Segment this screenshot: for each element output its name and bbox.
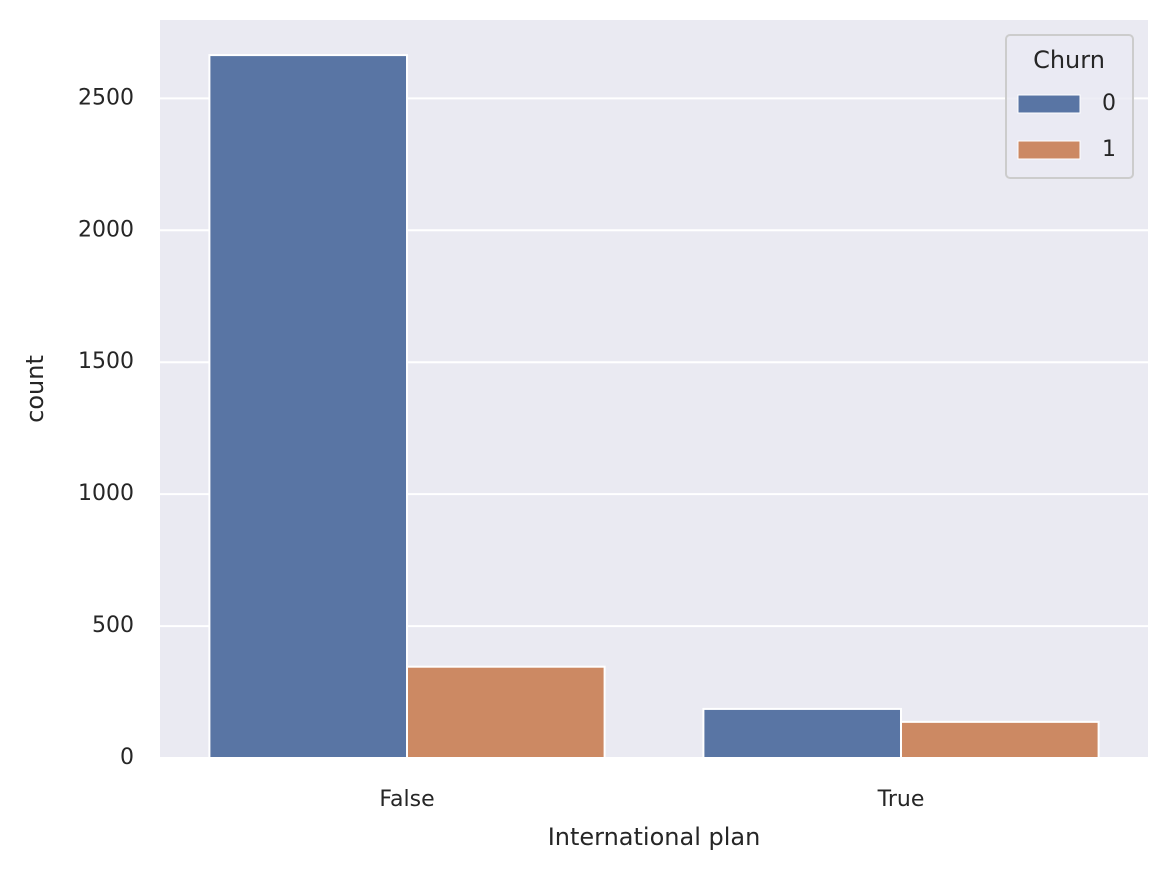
- x-tick-label: True: [877, 787, 925, 812]
- y-axis-label: count: [21, 355, 49, 423]
- legend-swatch: [1017, 94, 1081, 114]
- y-tick-label: 0: [120, 745, 134, 770]
- labels: 0 500 1000 1500 2000 2500 False True: [78, 85, 924, 812]
- x-tick-label: False: [379, 787, 434, 812]
- bars: [208, 54, 1100, 760]
- x-axis-label: International plan: [548, 823, 761, 851]
- bar: [406, 665, 606, 760]
- bar: [702, 707, 903, 760]
- legend-label: 0: [1102, 91, 1116, 116]
- y-tick-label: 2500: [78, 85, 134, 110]
- legend-title: Churn: [1033, 46, 1105, 74]
- legend-swatch: [1017, 140, 1081, 160]
- y-tick-label: 2000: [78, 217, 134, 242]
- bar: [900, 720, 1100, 760]
- y-tick-label: 1000: [78, 481, 134, 506]
- y-tick-label: 1500: [78, 349, 134, 374]
- legend: Churn 0 1: [1005, 34, 1134, 179]
- legend-label: 1: [1102, 137, 1116, 162]
- y-tick-label: 500: [92, 613, 134, 638]
- bar: [208, 54, 408, 760]
